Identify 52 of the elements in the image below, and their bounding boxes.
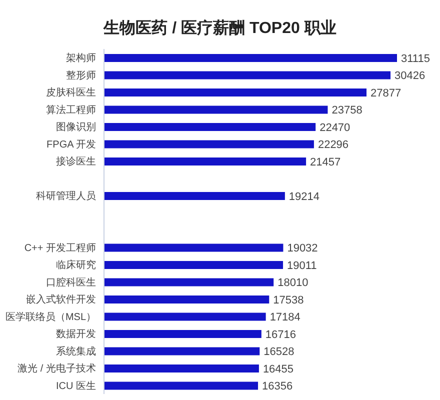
data-label: 18010 (278, 277, 308, 290)
y-tick-label: 架构师 (66, 52, 96, 64)
y-tick-label: C++ 开发工程师 (24, 242, 96, 254)
bar (104, 330, 262, 338)
y-tick-label: 临床研究 (56, 259, 96, 272)
y-tick-label: 系统集成 (56, 345, 96, 358)
chart-title: 生物医药 / 医疗薪酬 TOP20 职业 (102, 18, 338, 39)
data-label: 16528 (264, 346, 294, 358)
y-tick-label: 口腔科医生 (46, 276, 96, 288)
y-tick-label: 接诊医生 (56, 156, 96, 168)
y-tick-label: 皮肤科医生 (46, 86, 96, 99)
bar (104, 364, 259, 372)
bar (104, 54, 397, 62)
y-tick-label: 嵌入式软件开发 (26, 294, 96, 306)
bar (104, 192, 285, 200)
bar (104, 88, 367, 96)
bar (104, 71, 391, 80)
bar (104, 158, 306, 166)
y-tick-label: 科研管理人员 (36, 190, 96, 202)
data-label: 27877 (370, 87, 402, 100)
bar (104, 278, 274, 286)
y-tick-label: 整形师 (66, 69, 96, 82)
data-label: 16455 (262, 363, 294, 376)
data-label: 16356 (262, 380, 293, 393)
bar (104, 106, 328, 114)
data-label: 22470 (320, 122, 350, 134)
data-label: 17184 (270, 312, 300, 324)
data-label: 19011 (287, 260, 317, 272)
y-tick-label: 图像识别 (56, 121, 96, 134)
bar (104, 382, 258, 390)
bar (104, 296, 270, 304)
y-tick-label: FPGA 开发 (46, 139, 96, 150)
data-label: 21457 (310, 156, 341, 168)
y-tick-label: 数据开发 (56, 328, 96, 340)
data-label: 23758 (332, 104, 362, 117)
y-tick-label: 医学联络员（MSL） (5, 310, 96, 323)
y-tick-label: ICU 医生 (56, 380, 96, 392)
bar (104, 140, 314, 148)
bar (104, 312, 266, 321)
bar (104, 261, 284, 269)
data-label: 16716 (265, 328, 296, 341)
data-label: 17538 (273, 294, 304, 306)
data-label: 31115 (401, 52, 430, 65)
bar (104, 244, 284, 252)
data-label: 30426 (394, 70, 426, 82)
bar (104, 347, 260, 356)
data-label: 22296 (318, 139, 349, 152)
y-tick-label: 激光 / 光电子技术 (18, 362, 96, 375)
data-label: 19214 (288, 190, 320, 203)
bar (104, 123, 316, 131)
y-tick-label: 算法工程师 (46, 104, 96, 116)
data-label: 19032 (287, 242, 318, 255)
